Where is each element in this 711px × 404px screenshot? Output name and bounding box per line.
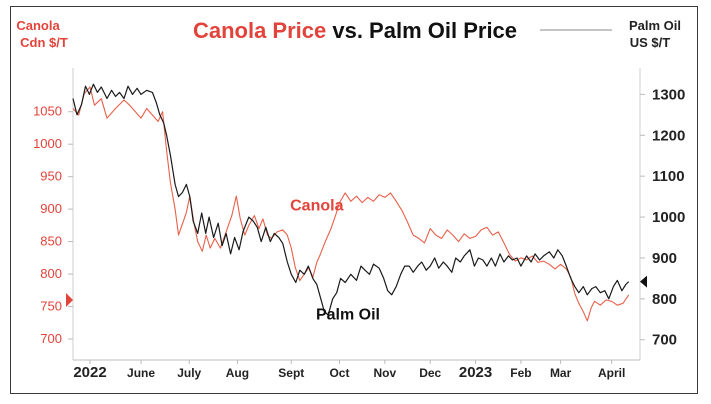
left-tick-label: 950 (40, 169, 62, 184)
annotations: Canola Palm Oil (290, 197, 380, 323)
right-tick-label: 1200 (652, 127, 685, 144)
chart-title-rest: vs. Palm Oil Price (326, 18, 517, 43)
x-axis-ticks: 2022 June July Aug Sept Oct Nov Dec 2023 Feb Mar Ap… (73, 360, 625, 381)
left-tick-label: 1050 (33, 104, 62, 119)
x-tick-label: 2023 (459, 364, 492, 381)
axis-markers (66, 275, 647, 308)
left-tick-label: 800 (40, 266, 62, 281)
left-axis-label-line2: Cdn $/T (20, 35, 68, 50)
x-tick-label: Nov (374, 366, 397, 380)
chart-title-canola: Canola Price (193, 18, 326, 43)
right-axis-ticks: 700 800 900 1000 1100 1200 1300 (640, 86, 685, 349)
left-tick-label: 900 (40, 201, 62, 216)
x-tick-label: Oct (329, 366, 349, 380)
right-tick-label: 800 (652, 291, 677, 308)
right-tick-label: 1000 (652, 209, 685, 226)
right-tick-label: 700 (652, 332, 677, 349)
right-value-marker (640, 275, 647, 288)
x-tick-label: Aug (226, 366, 249, 380)
series-line-palm-oil (72, 83, 630, 316)
right-axis-label-line2: US $/T (630, 35, 671, 50)
x-tick-label: June (127, 366, 155, 380)
chart-title: Canola Price vs. Palm Oil Price (193, 18, 517, 43)
x-tick-label: Sept (278, 366, 304, 380)
x-tick-label: 2022 (73, 364, 106, 381)
x-tick-label: Mar (550, 366, 572, 380)
x-tick-label: April (598, 366, 625, 380)
left-tick-label: 1000 (33, 136, 62, 151)
right-tick-label: 1300 (652, 86, 685, 103)
series-group (72, 83, 630, 322)
annotation-palm: Palm Oil (316, 306, 380, 323)
right-axis-label-line1: Palm Oil (629, 18, 681, 33)
left-tick-label: 850 (40, 234, 62, 249)
left-axis-ticks: 700 750 800 850 900 950 1000 1050 (33, 104, 73, 346)
x-tick-label: July (177, 366, 201, 380)
left-axis-label-line1: Canola (16, 18, 60, 33)
right-tick-label: 900 (652, 250, 677, 267)
left-value-marker (66, 293, 73, 308)
chart-frame (10, 6, 698, 394)
right-tick-label: 1100 (652, 168, 685, 185)
x-tick-label: Dec (419, 366, 441, 380)
annotation-canola: Canola (290, 197, 343, 214)
series-line-canola (72, 86, 630, 322)
left-tick-label: 750 (40, 299, 62, 314)
left-tick-label: 700 (40, 331, 62, 346)
x-tick-label: Feb (510, 366, 531, 380)
